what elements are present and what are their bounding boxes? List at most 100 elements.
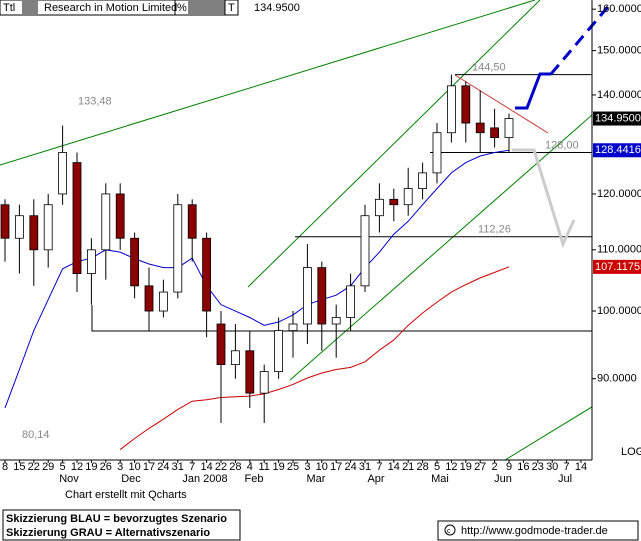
x-tick-label: 25 (287, 461, 299, 473)
x-tick-label: 17 (143, 461, 155, 473)
month-label: Feb (245, 473, 264, 485)
candle-body (288, 323, 298, 331)
month-label: Nov (59, 473, 79, 485)
url-box (437, 520, 639, 541)
candle-body (346, 285, 356, 318)
x-tick-label: 19 (460, 461, 472, 473)
y-tick-label: 150.0000 (597, 45, 641, 57)
x-tick-label: 2 (492, 461, 498, 473)
x-tick-label: 11 (258, 461, 269, 473)
x-tick-label: 26 (100, 461, 112, 473)
y-tick-label: 90.0000 (597, 373, 637, 385)
y-tick-label: 110.0000 (597, 244, 641, 256)
x-tick-label: 24 (344, 461, 356, 473)
x-tick-label: 19 (85, 461, 97, 473)
candle-body (58, 152, 67, 195)
candle-body (115, 193, 125, 239)
header-symbol: Ttl (3, 2, 15, 14)
header-gray (188, 0, 225, 15)
candle-body (432, 132, 442, 174)
drawings (0, 0, 592, 460)
x-tick-label: 7 (189, 461, 195, 473)
price-marker (593, 259, 641, 274)
channel-line (289, 114, 592, 381)
x-tick-label: 5 (60, 461, 66, 473)
x-tick-label: 15 (13, 461, 25, 473)
y-tick-label: 100.0000 (597, 305, 641, 317)
header-name: Research in Motion Limited (44, 2, 177, 14)
candle-body (302, 267, 312, 325)
candle-body (374, 198, 384, 217)
x-tick-label: 19 (272, 461, 284, 473)
candle-body (490, 127, 500, 139)
candle-body (461, 85, 471, 124)
x-tick-label: 23 (532, 461, 544, 473)
y-tick-label: 140.0000 (597, 89, 641, 101)
candle-body (202, 237, 212, 312)
x-tick-label: 14 (200, 461, 212, 473)
price-marker-label: 134.9500 (595, 112, 641, 124)
x-tick-label: 16 (517, 461, 529, 473)
resistance-line (454, 74, 549, 134)
header-t: T (228, 2, 235, 14)
month-label: Dec (121, 473, 141, 485)
candle-body (331, 317, 341, 325)
header-bar (0, 0, 239, 16)
level-label: 128,00 (545, 139, 579, 151)
copyright-icon (444, 524, 456, 536)
scale-label: LOG (621, 446, 641, 458)
candle-body (317, 267, 327, 325)
x-tick-label: 14 (388, 461, 400, 473)
month-label: Jul (558, 473, 572, 485)
candle-body (158, 291, 168, 312)
x-tick-label: 28 (229, 461, 241, 473)
x-tick-label: 5 (434, 461, 440, 473)
candle-body (475, 122, 485, 134)
x-tick-label: 7 (376, 461, 382, 473)
level-label: 112,26 (478, 224, 511, 236)
header-gray (22, 0, 38, 15)
x-tick-label: 3 (304, 461, 310, 473)
candle-body (87, 249, 96, 275)
price-marker-label: 128.44168 (595, 144, 641, 156)
blue-scenario-dashed (549, 1, 614, 75)
legend-box (2, 509, 241, 541)
x-tick-label: 7 (564, 461, 570, 473)
price-marker (593, 143, 641, 158)
plot (0, 74, 592, 450)
y-tick-label: 160.0000 (597, 3, 641, 15)
candle-body (274, 330, 284, 373)
candle-body (187, 204, 197, 239)
x-tick-label: 21 (402, 461, 414, 473)
candle-body (403, 188, 413, 206)
x-tick-label: 9 (506, 461, 512, 473)
candle-body (418, 172, 428, 190)
header-pct: % (177, 2, 187, 14)
annotation: 133,48 (78, 95, 112, 107)
legend-gray: Skizzierung GRAU = Alternativszenario (6, 527, 210, 539)
copyright-c: c (447, 528, 451, 535)
candle-body (230, 350, 240, 365)
x-tick-label: 4 (247, 461, 253, 473)
candle-body (216, 323, 226, 365)
candle-body (72, 162, 82, 275)
x-tick-label: 10 (128, 461, 140, 473)
x-tick-label: 22 (215, 461, 227, 473)
url[interactable]: http://www.godmode-trader.de (461, 525, 608, 537)
x-tick-label: 14 (575, 461, 587, 473)
gray-scenario (512, 148, 576, 249)
channel-line (0, 0, 536, 166)
level-label: 144,50 (472, 62, 506, 74)
candle-body (43, 204, 53, 251)
x-tick-label: 12 (71, 461, 83, 473)
header-last: 134.9500 (254, 2, 300, 14)
annotation: 80,14 (22, 429, 50, 441)
candle-body (389, 198, 399, 206)
blue-scenario (515, 72, 551, 110)
moving-average (119, 266, 510, 450)
x-tick-label: 29 (42, 461, 54, 473)
candle-body (360, 215, 370, 287)
credit: Chart erstellt mit Qcharts (65, 489, 187, 501)
candle-body (504, 118, 514, 139)
